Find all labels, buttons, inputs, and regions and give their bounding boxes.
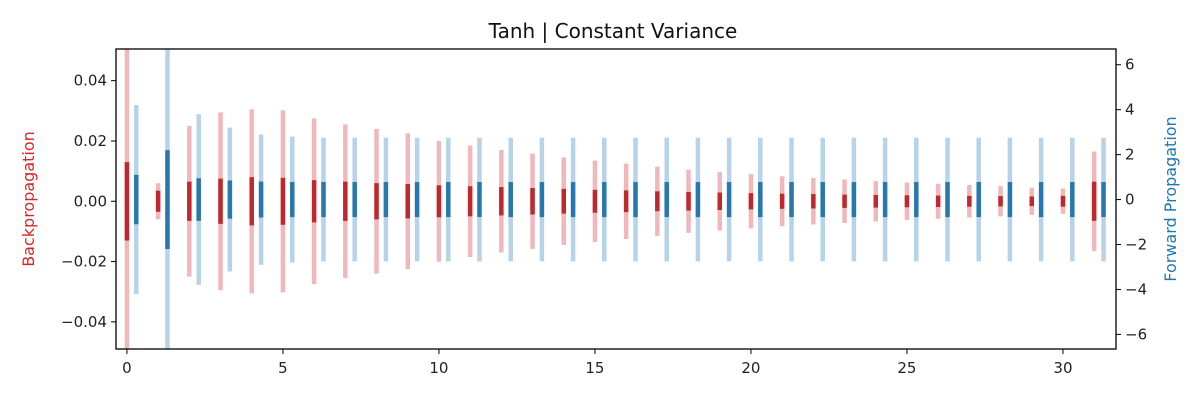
- left-tick-label-3: 0.02: [74, 132, 107, 150]
- x-tick-label-30: 30: [1053, 359, 1072, 377]
- left-axis-label: Backpropagation: [19, 131, 38, 267]
- x-tick-label-20: 20: [741, 359, 760, 377]
- right-axis-label: Forward Propagation: [1161, 116, 1180, 281]
- right-tick-label-1: −4: [1125, 280, 1147, 298]
- right-axis: −6 −4 −2 0 2 4 6: [1116, 56, 1147, 343]
- right-tick-label-6: 6: [1125, 56, 1135, 74]
- chart-title: Tanh | Constant Variance: [488, 19, 738, 43]
- plot-frame: [115, 48, 1117, 350]
- x-tick-label-25: 25: [897, 359, 916, 377]
- x-tick-label-5: 5: [278, 359, 288, 377]
- right-tick-label-2: −2: [1125, 236, 1147, 254]
- left-tick-label-0: −0.04: [61, 313, 107, 331]
- left-axis: −0.04 −0.02 0.00 0.02 0.04: [61, 72, 116, 331]
- left-tick-label-4: 0.04: [74, 72, 107, 90]
- left-tick-label-2: 0.00: [74, 192, 107, 210]
- x-tick-label-0: 0: [122, 359, 132, 377]
- x-axis: 0 5 10 15 20 25 30: [122, 349, 1073, 377]
- right-tick-label-3: 0: [1125, 191, 1135, 209]
- x-tick-label-10: 10: [429, 359, 448, 377]
- bars-group: [124, 49, 1106, 349]
- right-tick-label-5: 4: [1125, 101, 1135, 119]
- left-tick-label-1: −0.02: [61, 253, 107, 271]
- right-tick-label-0: −6: [1125, 325, 1147, 343]
- x-tick-label-15: 15: [585, 359, 604, 377]
- right-tick-label-4: 2: [1125, 146, 1135, 164]
